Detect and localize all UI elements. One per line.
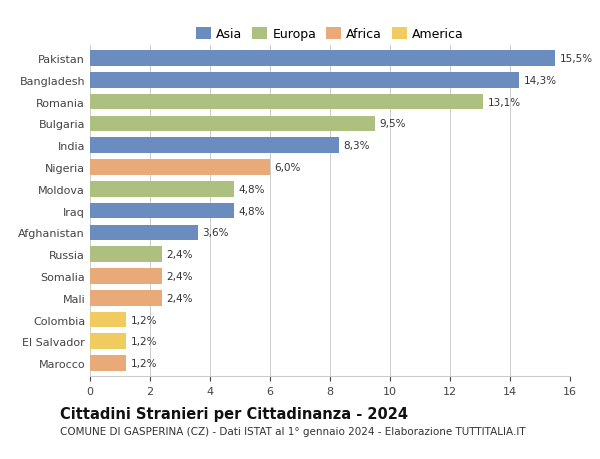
Text: Cittadini Stranieri per Cittadinanza - 2024: Cittadini Stranieri per Cittadinanza - 2… — [60, 406, 408, 421]
Text: 1,2%: 1,2% — [131, 336, 157, 347]
Bar — [90, 182, 234, 197]
Bar — [90, 356, 126, 371]
Text: 8,3%: 8,3% — [343, 141, 370, 151]
Text: 2,4%: 2,4% — [167, 293, 193, 303]
Text: 1,2%: 1,2% — [131, 315, 157, 325]
Bar — [90, 290, 162, 306]
Text: 6,0%: 6,0% — [275, 162, 301, 173]
Text: COMUNE DI GASPERINA (CZ) - Dati ISTAT al 1° gennaio 2024 - Elaborazione TUTTITAL: COMUNE DI GASPERINA (CZ) - Dati ISTAT al… — [60, 426, 526, 436]
Bar — [90, 73, 519, 89]
Bar — [90, 116, 375, 132]
Text: 2,4%: 2,4% — [167, 271, 193, 281]
Bar — [90, 203, 234, 219]
Bar — [90, 95, 483, 110]
Text: 1,2%: 1,2% — [131, 358, 157, 368]
Text: 15,5%: 15,5% — [560, 54, 593, 64]
Text: 14,3%: 14,3% — [523, 76, 557, 86]
Bar — [90, 225, 198, 241]
Text: 3,6%: 3,6% — [203, 228, 229, 238]
Bar — [90, 334, 126, 349]
Legend: Asia, Europa, Africa, America: Asia, Europa, Africa, America — [194, 26, 466, 44]
Bar — [90, 247, 162, 263]
Text: 13,1%: 13,1% — [487, 97, 521, 107]
Bar — [90, 51, 555, 67]
Text: 4,8%: 4,8% — [239, 185, 265, 195]
Text: 4,8%: 4,8% — [239, 206, 265, 216]
Text: 2,4%: 2,4% — [167, 250, 193, 260]
Bar — [90, 269, 162, 284]
Bar — [90, 312, 126, 328]
Text: 9,5%: 9,5% — [380, 119, 406, 129]
Bar — [90, 160, 270, 175]
Bar — [90, 138, 339, 154]
